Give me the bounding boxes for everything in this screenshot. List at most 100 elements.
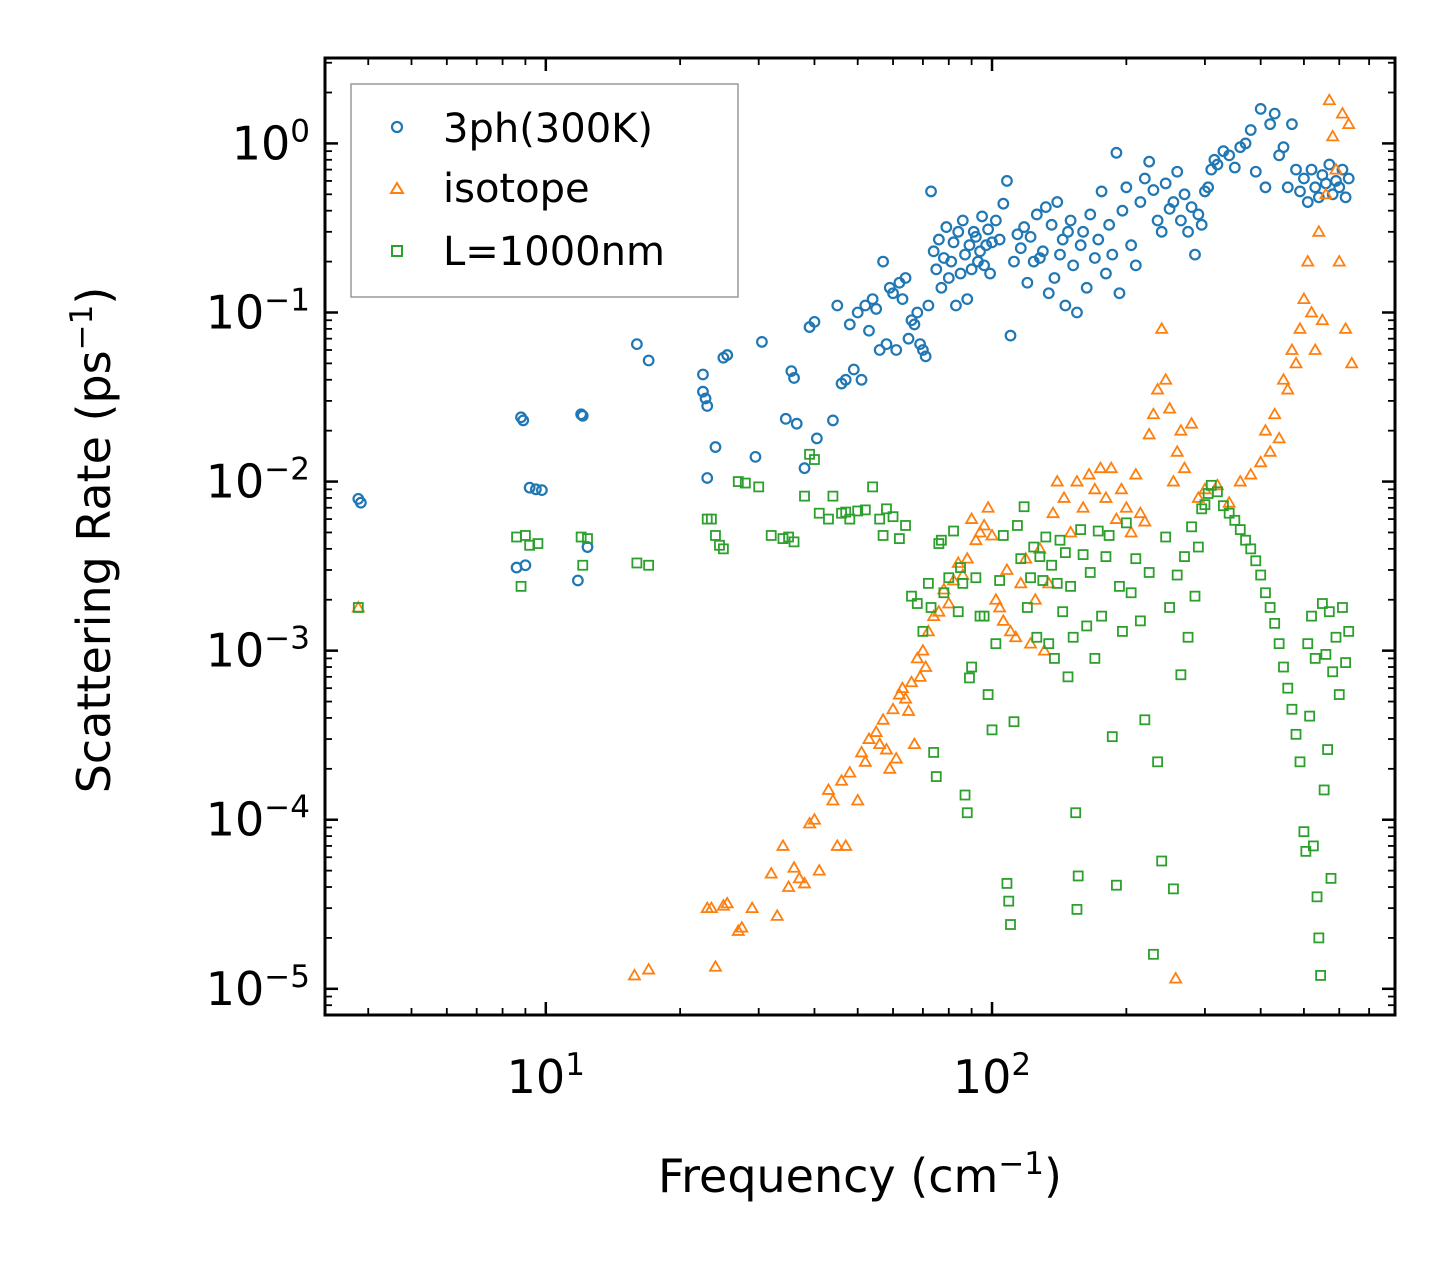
data-point (950, 299, 962, 312)
data-point (874, 513, 886, 525)
data-point (1255, 569, 1267, 581)
data-point (1182, 631, 1194, 643)
legend: 3ph(300K) isotope L=1000nm (350, 83, 739, 298)
data-point (877, 530, 889, 541)
data-point (873, 344, 886, 356)
data-point (921, 624, 936, 637)
data-point (1205, 479, 1217, 491)
data-point (1018, 221, 1031, 233)
data-point (1325, 872, 1337, 884)
data-point (1171, 569, 1183, 581)
data-point (1263, 444, 1278, 457)
data-point (1143, 567, 1155, 578)
data-point (1084, 567, 1096, 578)
major-ticks (325, 58, 1395, 1015)
data-point (1008, 629, 1023, 643)
data-point (952, 225, 965, 238)
data-point (1064, 214, 1077, 227)
data-point (532, 538, 544, 549)
data-point (932, 233, 945, 246)
data-point (1276, 372, 1291, 385)
data-point (1148, 948, 1159, 960)
data-point (1290, 728, 1302, 740)
data-point (756, 335, 768, 348)
data-point (917, 625, 929, 637)
data-point (571, 574, 584, 587)
data-point (847, 363, 860, 376)
y-tick-labels: 100 10−1 10−2 10−3 10−4 10−5 (206, 113, 310, 1015)
data-point (1008, 716, 1020, 728)
data-point (989, 214, 1002, 227)
data-point (1296, 291, 1311, 305)
data-point (858, 754, 873, 767)
data-point (1307, 840, 1319, 852)
data-point (1041, 576, 1056, 589)
data-point (788, 536, 800, 548)
data-point (876, 712, 891, 725)
data-point (1077, 549, 1089, 560)
data-point (1076, 500, 1091, 513)
legend-label-l1000nm: L=1000nm (443, 229, 665, 275)
data-point (631, 557, 643, 569)
data-point (1189, 248, 1201, 261)
legend-box (350, 83, 739, 298)
data-point (1330, 175, 1342, 187)
data-point (1294, 185, 1306, 198)
data-point (812, 863, 827, 876)
data-point (1167, 196, 1180, 208)
data-point (1015, 553, 1027, 565)
data-point (992, 600, 1007, 613)
data-point (972, 525, 988, 538)
data-point (922, 577, 934, 589)
data-point (1223, 507, 1235, 519)
data-point (1012, 520, 1023, 531)
data-point (898, 691, 913, 704)
data-point (1128, 467, 1143, 480)
data-point (797, 876, 812, 889)
data-point (830, 838, 845, 851)
data-point (1143, 155, 1156, 168)
data-point (870, 303, 883, 315)
data-point (1245, 543, 1257, 555)
data-point (882, 761, 897, 774)
data-point (1151, 214, 1164, 227)
data-point (1011, 228, 1024, 241)
data-point (863, 324, 875, 337)
data-point (1056, 490, 1072, 503)
data-point (1267, 406, 1282, 420)
data-point (922, 299, 935, 312)
data-point (517, 414, 530, 427)
data-point (582, 533, 593, 544)
data-point (1160, 531, 1172, 543)
x-tick-labels: 101 102 (507, 1047, 1031, 1104)
data-point (1054, 248, 1066, 261)
data-point (802, 816, 817, 829)
data-point (775, 838, 791, 851)
data-point (1039, 201, 1052, 214)
data-point (770, 908, 785, 921)
y-tick-label-4: 10−4 (206, 790, 310, 847)
data-point (996, 613, 1011, 626)
data-point (980, 239, 993, 252)
data-point (1340, 657, 1352, 668)
data-point (900, 520, 911, 531)
data-point (839, 373, 852, 386)
data-point (821, 782, 836, 795)
data-point (1250, 555, 1262, 567)
data-point (941, 596, 956, 609)
data-point (984, 528, 1000, 541)
data-point (1156, 855, 1168, 867)
data-point (957, 577, 969, 589)
data-point (917, 344, 929, 356)
data-point (1117, 625, 1128, 637)
data-point (1031, 631, 1043, 643)
data-point (1059, 547, 1071, 559)
data-point (1344, 356, 1359, 369)
data-point (935, 534, 947, 546)
data-point (954, 267, 967, 280)
data-point (827, 490, 839, 502)
data-point (1037, 643, 1052, 656)
x-tick-label-1: 102 (953, 1047, 1031, 1104)
data-point (940, 221, 953, 233)
data-point (1137, 514, 1152, 527)
